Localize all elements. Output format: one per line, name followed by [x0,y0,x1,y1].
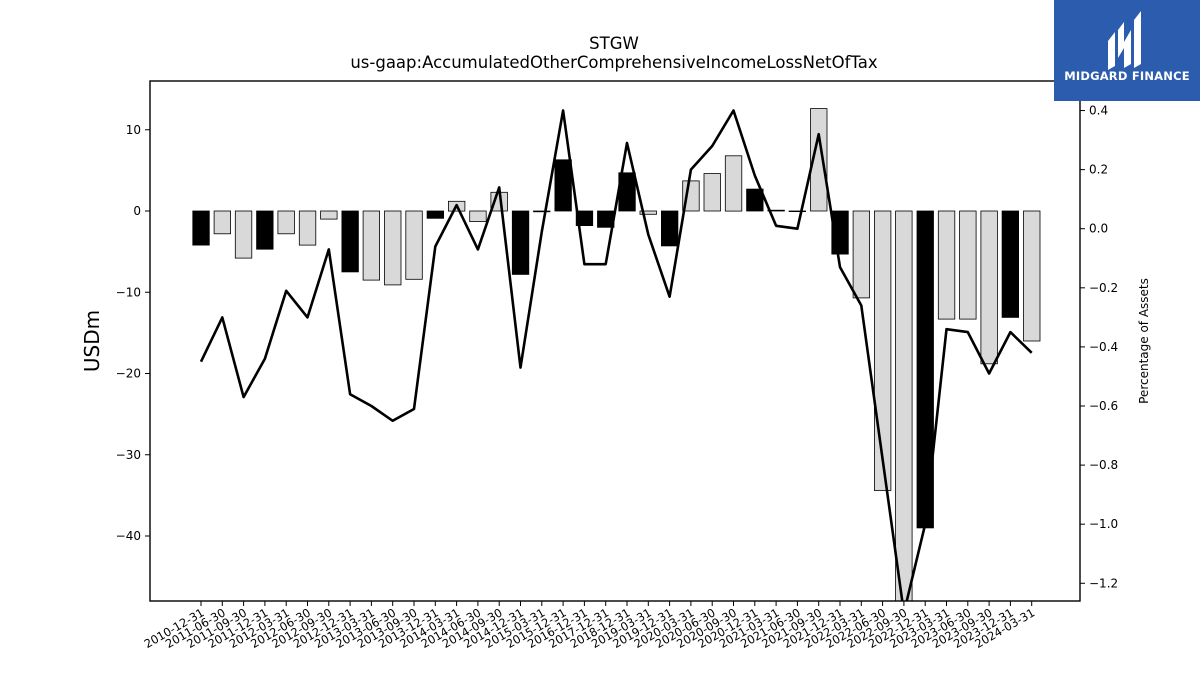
y2-tick-label: −0.2 [1089,281,1118,295]
y2-tick-label: 0.2 [1089,163,1108,177]
bar-2023-12-31 [1001,210,1019,318]
bar-2013-03-31 [362,210,381,281]
y2-tick-label: −1.0 [1089,517,1118,531]
y2-tick-label: 0.4 [1089,104,1108,118]
y-tick-label: −20 [116,367,141,381]
y2-tick-label: −0.4 [1089,340,1118,354]
y2-tick-label: −0.6 [1089,399,1118,413]
y2-tick-label: −0.8 [1089,458,1118,472]
bar-2022-09-30 [895,210,913,601]
midgard-m-logo-icon [1108,11,1141,70]
y2-axis-label: Percentage of Assets [1137,278,1151,404]
y-tick-label: 0 [133,204,141,218]
bar-2023-03-31 [937,210,956,320]
percentage-line [199,109,1033,601]
y-tick-label: 10 [126,123,141,137]
bar-2021-03-31 [767,209,785,212]
plot-frame [149,80,1081,602]
bar-2013-06-30 [384,210,402,286]
bar-2012-09-30 [320,210,338,220]
bar-2011-12-31 [256,210,274,250]
bar-2020-06-30 [703,173,721,212]
bar-2023-09-30 [980,210,998,365]
bar-2021-06-30 [788,210,806,213]
bar-2022-03-31 [852,210,870,299]
bar-2011-06-30 [213,210,232,235]
brand-logo: MIDGARD FINANCE [1054,0,1200,101]
bar-2019-03-31 [639,210,657,215]
bar-2012-03-31 [277,210,295,235]
bar-2011-09-30 [234,210,253,259]
bar-2013-12-31 [426,210,445,219]
bar-2014-12-31 [511,210,530,275]
bar-2014-06-30 [469,210,487,223]
y-tick-label: −10 [116,285,141,299]
chart-title: STGW [589,34,639,53]
bar-2012-06-30 [298,210,317,246]
bar-2019-12-31 [661,210,679,247]
brand-name: MIDGARD FINANCE [1064,69,1190,83]
bar-2022-06-30 [874,210,892,491]
bar-2020-12-31 [746,188,764,212]
y-tick-label: −40 [116,529,141,543]
chart-subtitle: us-gaap:AccumulatedOtherComprehensiveInc… [350,53,878,72]
bar-2016-12-31 [575,210,594,227]
bar-2024-03-31 [1023,210,1041,342]
y-tick-label: −30 [116,448,141,462]
plot-area: 10 0 −10 −20 −30 −40 0.4 0.2 0.0 −0.2 −0.4 −0.6 −0.8… [116,80,1118,651]
bar-2023-06-30 [959,210,977,320]
y2-tick-label: −1.2 [1089,576,1118,590]
bar-2012-12-31 [341,210,359,273]
bar-2020-09-30 [724,155,743,212]
y2-tick-label: 0.0 [1089,222,1108,236]
y-axis-label: USDm [80,310,104,372]
bar-2010-12-31 [192,210,210,246]
bar-2015-12-31 [554,159,572,212]
bar-2021-09-30 [810,108,828,212]
bar-2015-03-31 [533,210,551,213]
bar-2013-09-30 [405,210,423,280]
